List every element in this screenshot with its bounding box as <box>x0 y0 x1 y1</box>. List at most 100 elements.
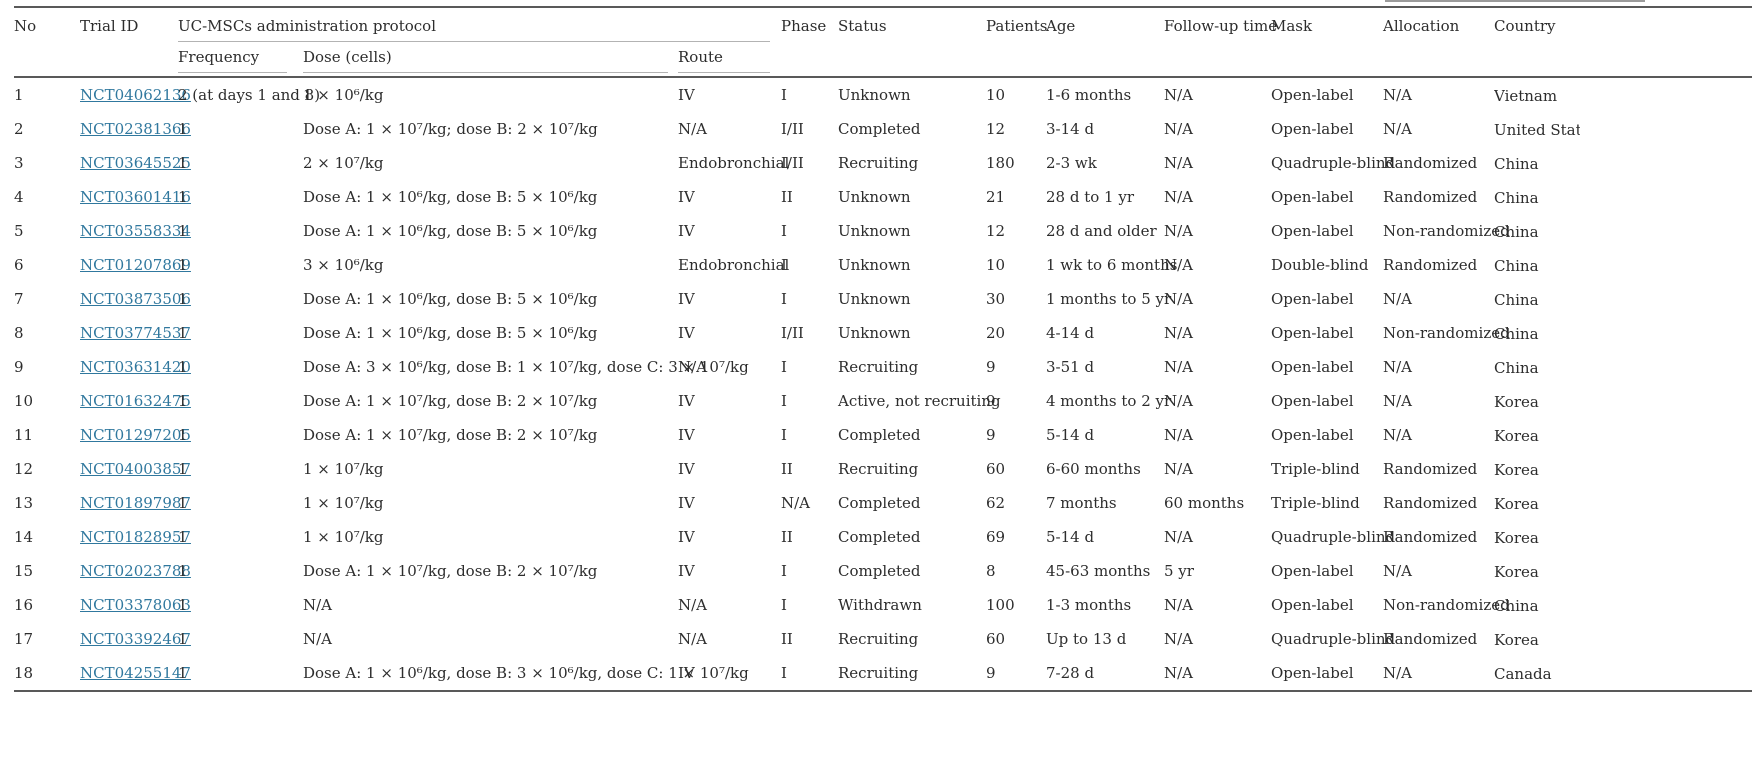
col-header-status: Status <box>838 17 887 35</box>
cell-age: 28 d and older <box>1046 222 1157 240</box>
cell-no: 7 <box>14 290 24 308</box>
cell-route: IV <box>678 324 695 342</box>
col-header-protocol-group: UC-MSCs administration protocol <box>178 7 781 43</box>
cell-trial-id: NCT01632475 <box>80 384 191 418</box>
table-row: 3 NCT03645525 1 2 × 10⁷/kg Endobronchial… <box>14 146 1752 180</box>
cell-status: Recruiting <box>838 358 919 376</box>
cell-trial-id: NCT01297205 <box>80 418 191 452</box>
cell-followup: 60 months <box>1164 494 1245 512</box>
table-row: 1 NCT04062136 2 (at days 1 and 8) 1 × 10… <box>14 77 1752 112</box>
cell-followup: N/A <box>1164 392 1194 410</box>
cell-frequency: 1 <box>178 562 188 580</box>
col-header-route: Route <box>678 43 781 77</box>
trial-id-link[interactable]: NCT03873506 <box>80 290 191 308</box>
cell-country: Vietnam <box>1494 77 1752 112</box>
col-header-trial-id: Trial ID <box>80 17 139 35</box>
cell-status: Withdrawn <box>838 596 922 614</box>
cell-patients: 9 <box>986 358 996 376</box>
table-row: 13 NCT01897987 1 1 × 10⁷/kg IV N/A Compl… <box>14 486 1752 520</box>
cell-route: N/A <box>678 358 708 376</box>
cell-country: China <box>1494 316 1752 350</box>
cell-status: Recruiting <box>838 664 919 682</box>
trial-id-link[interactable]: NCT03392467 <box>80 630 191 648</box>
trial-id-link[interactable]: NCT02381366 <box>80 120 191 138</box>
trial-id-link[interactable]: NCT01828957 <box>80 528 191 546</box>
cell-mask: Quadruple-blind <box>1271 528 1396 546</box>
cell-country: China <box>1494 588 1752 622</box>
protocol-group-label: UC-MSCs administration protocol <box>178 17 770 42</box>
trial-id-link[interactable]: NCT01297205 <box>80 426 191 444</box>
cell-trial-id: NCT04062136 <box>80 77 191 112</box>
cell-trial-id: NCT03873506 <box>80 282 191 316</box>
cell-allocation: N/A <box>1383 392 1413 410</box>
trial-id-link[interactable]: NCT02023788 <box>80 562 191 580</box>
cell-route: IV <box>678 664 695 682</box>
country-label: China <box>1494 290 1539 309</box>
cell-patients: 62 <box>986 494 1006 512</box>
cell-dose: Dose A: 1 × 10⁷/kg; dose B: 2 × 10⁷/kg <box>303 120 598 138</box>
cell-allocation: N/A <box>1383 290 1413 308</box>
cell-followup: N/A <box>1164 630 1194 648</box>
country-label: China <box>1494 154 1539 173</box>
cell-mask: Open-label <box>1271 290 1354 308</box>
cell-allocation: N/A <box>1383 120 1413 138</box>
trial-id-link[interactable]: NCT03378063 <box>80 596 191 614</box>
cell-frequency: 1 <box>178 392 188 410</box>
trial-id-link[interactable]: NCT03558334 <box>80 222 191 240</box>
cell-route: IV <box>678 392 695 410</box>
cell-mask: Triple-blind <box>1271 494 1360 512</box>
cell-frequency: 1 <box>178 222 188 240</box>
cell-allocation: Randomized <box>1383 494 1478 512</box>
cell-no: 11 <box>14 426 34 444</box>
cell-mask: Open-label <box>1271 392 1354 410</box>
cell-dose: Dose A: 1 × 10⁶/kg, dose B: 3 × 10⁶/kg, … <box>303 664 749 682</box>
cell-trial-id: NCT01828957 <box>80 520 191 554</box>
cell-phase: I <box>781 222 787 240</box>
col-header-followup: Follow-up time <box>1164 17 1278 35</box>
trial-id-link[interactable]: NCT04062136 <box>80 86 191 104</box>
cell-patients: 21 <box>986 188 1006 206</box>
cell-dose: 1 × 10⁷/kg <box>303 528 384 546</box>
col-header-patients: Patients <box>986 17 1048 35</box>
cell-route: N/A <box>678 596 708 614</box>
country-label: Korea <box>1494 460 1539 479</box>
trial-id-link[interactable]: NCT01897987 <box>80 494 191 512</box>
cell-age: Up to 13 d <box>1046 630 1127 648</box>
trial-id-link[interactable]: NCT04003857 <box>80 460 191 478</box>
cell-followup: N/A <box>1164 290 1194 308</box>
cell-patients: 20 <box>986 324 1006 342</box>
trial-id-link[interactable]: NCT04255147 <box>80 664 191 682</box>
cell-no: 18 <box>14 664 34 682</box>
cell-allocation: Non-randomized <box>1383 596 1510 614</box>
cell-mask: Open-label <box>1271 562 1354 580</box>
trial-id-link[interactable]: NCT01207869 <box>80 256 191 274</box>
trial-id-link[interactable]: NCT03645525 <box>80 154 191 172</box>
trial-id-link[interactable]: NCT03774537 <box>80 324 191 342</box>
table-row: 4 NCT03601416 1 Dose A: 1 × 10⁶/kg, dose… <box>14 180 1752 214</box>
cell-phase: II <box>781 460 793 478</box>
trial-id-link[interactable]: NCT03631420 <box>80 358 191 376</box>
cell-age: 7-28 d <box>1046 664 1095 682</box>
cell-age: 3-51 d <box>1046 358 1095 376</box>
country-label: China <box>1494 324 1539 343</box>
cell-phase: II <box>781 528 793 546</box>
col-header-country: Country <box>1494 17 1556 35</box>
table-row: 7 NCT03873506 1 Dose A: 1 × 10⁶/kg, dose… <box>14 282 1752 316</box>
table-row: 9 NCT03631420 1 Dose A: 3 × 10⁶/kg, dose… <box>14 350 1752 384</box>
cell-followup: N/A <box>1164 188 1194 206</box>
dose-label: Dose (cells) <box>303 48 668 73</box>
col-header-age: Age <box>1046 17 1076 35</box>
header-row-sub: Frequency Dose (cells) Route <box>14 43 1752 77</box>
table-header: No Trial ID UC-MSCs administration proto… <box>14 7 1752 77</box>
trial-id-link[interactable]: NCT03601416 <box>80 188 191 206</box>
cell-phase: I <box>781 256 787 274</box>
cell-country: China <box>1494 350 1752 384</box>
cell-mask: Open-label <box>1271 188 1354 206</box>
cell-trial-id: NCT03558334 <box>80 214 191 248</box>
table-row: 16 NCT03378063 1 N/A N/A I Withdrawn 100… <box>14 588 1752 622</box>
cell-no: 4 <box>14 188 24 206</box>
trial-id-link[interactable]: NCT01632475 <box>80 392 191 410</box>
cell-frequency: 1 <box>178 154 188 172</box>
cell-trial-id: NCT04003857 <box>80 452 191 486</box>
country-label: Korea <box>1494 630 1539 649</box>
